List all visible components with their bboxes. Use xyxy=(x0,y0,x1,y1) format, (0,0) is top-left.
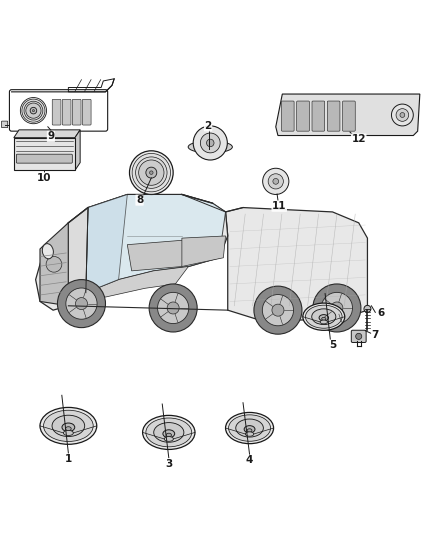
Circle shape xyxy=(30,107,37,114)
Polygon shape xyxy=(68,207,88,306)
Circle shape xyxy=(146,167,157,178)
Ellipse shape xyxy=(163,430,175,438)
Circle shape xyxy=(66,288,97,319)
Circle shape xyxy=(268,174,283,189)
Circle shape xyxy=(331,302,343,314)
Ellipse shape xyxy=(43,410,93,441)
Ellipse shape xyxy=(245,432,254,436)
Ellipse shape xyxy=(303,303,345,330)
FancyBboxPatch shape xyxy=(282,101,294,131)
Ellipse shape xyxy=(66,427,71,431)
Ellipse shape xyxy=(166,433,171,437)
Circle shape xyxy=(136,157,167,188)
Circle shape xyxy=(139,160,164,185)
Ellipse shape xyxy=(164,437,173,441)
Circle shape xyxy=(263,168,289,195)
Circle shape xyxy=(75,297,88,310)
FancyBboxPatch shape xyxy=(351,330,366,343)
Ellipse shape xyxy=(244,426,255,433)
Circle shape xyxy=(262,295,293,326)
Circle shape xyxy=(356,333,362,340)
FancyBboxPatch shape xyxy=(14,138,75,171)
Circle shape xyxy=(321,293,353,324)
Circle shape xyxy=(149,284,197,332)
Circle shape xyxy=(396,109,409,122)
Polygon shape xyxy=(182,236,226,266)
FancyBboxPatch shape xyxy=(312,101,325,131)
Circle shape xyxy=(167,302,179,314)
Circle shape xyxy=(272,304,284,316)
Circle shape xyxy=(193,126,227,160)
Ellipse shape xyxy=(247,429,252,432)
Polygon shape xyxy=(35,195,228,310)
Ellipse shape xyxy=(305,305,342,328)
FancyBboxPatch shape xyxy=(52,99,61,125)
Text: 11: 11 xyxy=(272,201,286,211)
Circle shape xyxy=(400,112,405,117)
Ellipse shape xyxy=(320,320,328,324)
Circle shape xyxy=(364,305,371,312)
Ellipse shape xyxy=(321,317,326,320)
Text: 1: 1 xyxy=(65,455,72,464)
Polygon shape xyxy=(86,195,226,293)
Text: 3: 3 xyxy=(165,459,173,469)
Circle shape xyxy=(150,171,153,174)
Text: 10: 10 xyxy=(37,173,52,183)
Ellipse shape xyxy=(64,431,73,435)
Text: 9: 9 xyxy=(47,132,54,141)
Ellipse shape xyxy=(42,244,53,259)
Polygon shape xyxy=(40,223,68,306)
Polygon shape xyxy=(86,266,188,297)
Circle shape xyxy=(57,280,106,328)
Polygon shape xyxy=(127,240,188,271)
Circle shape xyxy=(206,139,214,147)
Polygon shape xyxy=(14,130,80,138)
Circle shape xyxy=(130,151,173,195)
Text: 5: 5 xyxy=(329,340,336,350)
Ellipse shape xyxy=(312,309,336,325)
Ellipse shape xyxy=(143,415,195,449)
Text: 12: 12 xyxy=(351,134,366,144)
Ellipse shape xyxy=(62,423,75,432)
Ellipse shape xyxy=(236,419,263,437)
FancyBboxPatch shape xyxy=(82,99,91,125)
Circle shape xyxy=(22,99,45,122)
Text: 6: 6 xyxy=(377,308,384,318)
Polygon shape xyxy=(276,94,420,135)
Polygon shape xyxy=(75,130,80,171)
Circle shape xyxy=(254,286,302,334)
FancyBboxPatch shape xyxy=(297,101,309,131)
Circle shape xyxy=(200,133,220,153)
Polygon shape xyxy=(226,207,367,321)
Circle shape xyxy=(46,256,62,272)
Circle shape xyxy=(158,293,189,324)
FancyBboxPatch shape xyxy=(72,99,81,125)
Ellipse shape xyxy=(319,314,328,321)
Ellipse shape xyxy=(52,415,85,437)
Circle shape xyxy=(273,179,279,184)
Text: 4: 4 xyxy=(246,455,253,465)
Circle shape xyxy=(26,103,41,118)
Text: 2: 2 xyxy=(205,121,212,131)
FancyBboxPatch shape xyxy=(2,121,8,128)
Polygon shape xyxy=(86,195,127,293)
Circle shape xyxy=(32,110,35,112)
FancyBboxPatch shape xyxy=(343,101,355,131)
Ellipse shape xyxy=(146,418,192,447)
FancyBboxPatch shape xyxy=(16,154,72,163)
Circle shape xyxy=(132,154,170,192)
Ellipse shape xyxy=(188,141,233,153)
Ellipse shape xyxy=(40,407,97,445)
Circle shape xyxy=(24,101,43,120)
Ellipse shape xyxy=(226,413,274,443)
Ellipse shape xyxy=(154,423,184,442)
Circle shape xyxy=(392,104,413,126)
Text: 7: 7 xyxy=(371,329,379,340)
Circle shape xyxy=(20,98,46,124)
Text: 8: 8 xyxy=(136,195,143,205)
Ellipse shape xyxy=(229,415,271,441)
FancyBboxPatch shape xyxy=(62,99,71,125)
FancyBboxPatch shape xyxy=(327,101,340,131)
Circle shape xyxy=(313,284,361,332)
